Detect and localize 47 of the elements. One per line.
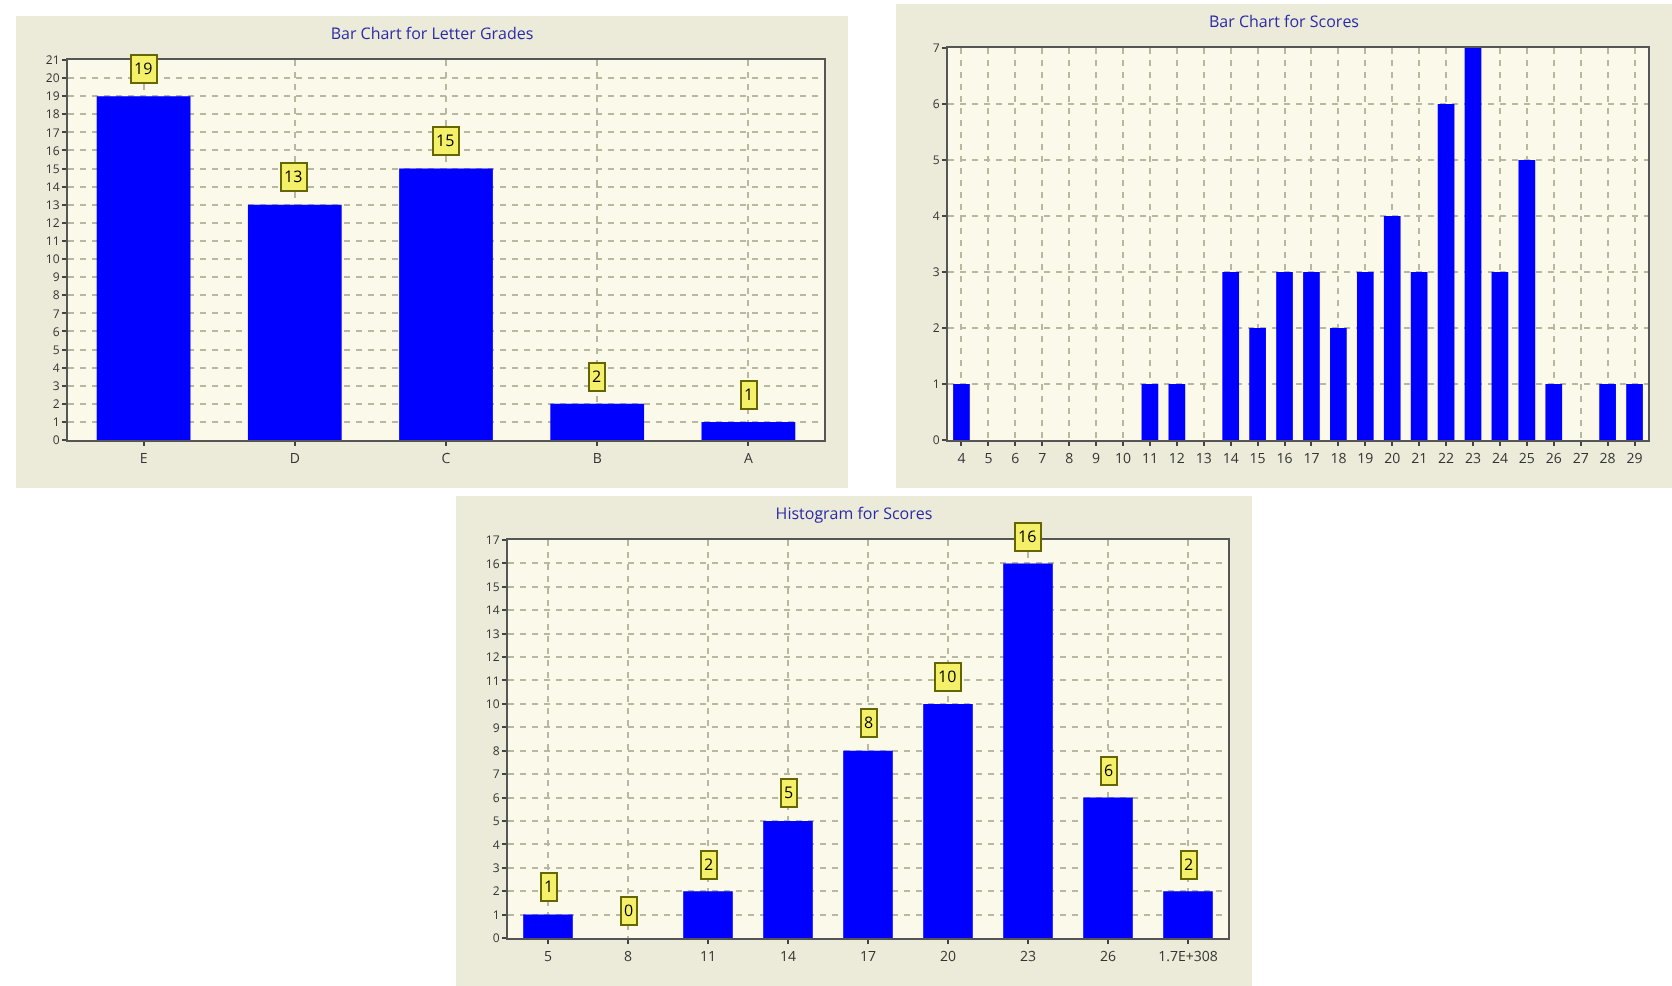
bar — [96, 96, 191, 440]
data-label: 6 — [1104, 760, 1114, 782]
bar — [1599, 384, 1616, 440]
chart-title: Bar Chart for Letter Grades — [330, 23, 534, 46]
bar — [1626, 384, 1643, 440]
bar — [763, 820, 813, 938]
data-label: 1 — [544, 876, 554, 898]
data-label: 19 — [134, 58, 154, 80]
bar — [923, 703, 973, 938]
bar — [1222, 272, 1240, 440]
bar — [1083, 797, 1133, 938]
data-label: 1 — [744, 384, 754, 406]
bar — [1276, 272, 1293, 440]
bar — [1464, 48, 1482, 440]
bar — [1518, 160, 1536, 440]
chart-title: Bar Chart for Scores — [1208, 11, 1360, 34]
bar — [843, 750, 893, 938]
data-label: 2 — [704, 854, 714, 876]
bar — [523, 914, 573, 938]
data-label: 13 — [284, 166, 304, 188]
data-label: 5 — [784, 782, 794, 804]
bar — [1545, 384, 1563, 440]
bar — [247, 204, 342, 440]
bar — [399, 168, 493, 440]
chart-title: Histogram for Scores — [775, 503, 933, 526]
bar — [1168, 384, 1186, 440]
bar — [1437, 104, 1455, 440]
data-label: 2 — [1184, 854, 1194, 876]
bar — [1330, 328, 1347, 440]
data-label: 2 — [592, 366, 602, 388]
data-label: 16 — [1018, 526, 1038, 548]
bar — [953, 384, 970, 440]
bar — [1003, 563, 1053, 938]
bar — [1410, 272, 1428, 440]
bar — [550, 403, 645, 440]
bar — [1491, 272, 1509, 440]
data-label: 15 — [436, 130, 456, 152]
bar — [683, 891, 733, 938]
bar — [1356, 272, 1374, 440]
bar — [1303, 272, 1320, 440]
data-label: 0 — [624, 900, 634, 922]
bar — [701, 421, 796, 440]
bar — [1383, 216, 1401, 440]
bar — [1249, 328, 1266, 440]
bar — [1141, 384, 1159, 440]
bar — [1163, 891, 1213, 938]
data-label: 8 — [864, 712, 874, 734]
